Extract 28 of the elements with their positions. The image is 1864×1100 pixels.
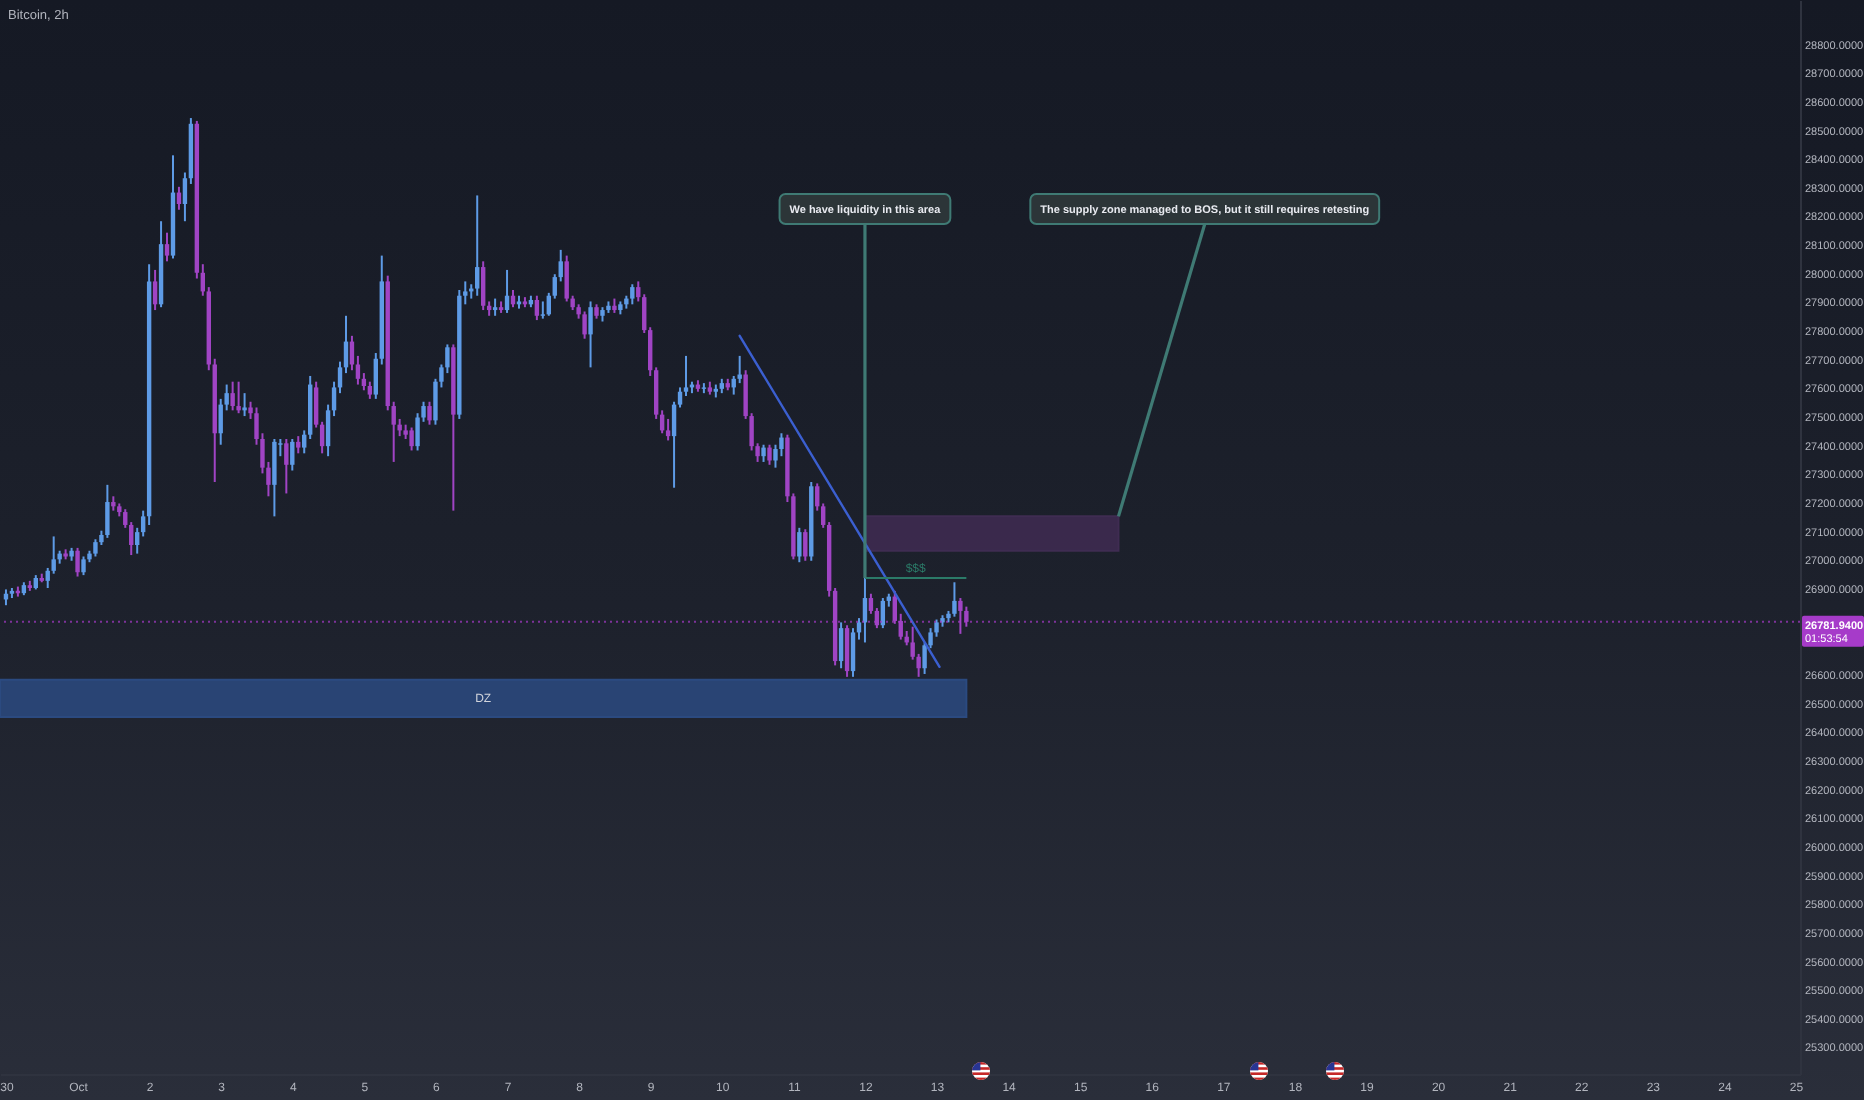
- candlestick: [272, 438, 277, 518]
- candlestick: [164, 231, 170, 263]
- candlestick: [475, 194, 480, 297]
- candlestick: [480, 260, 486, 312]
- candlestick: [152, 268, 158, 312]
- candlestick: [838, 621, 844, 670]
- candlestick: [767, 443, 772, 466]
- candlestick: [588, 300, 593, 369]
- candlestick: [236, 380, 241, 415]
- candlestick: [105, 483, 110, 539]
- candlestick: [582, 310, 587, 340]
- candlestick: [803, 528, 808, 562]
- candlestick: [844, 624, 850, 678]
- candlestick: [797, 526, 802, 564]
- candlestick: [665, 417, 671, 442]
- candlestick: [630, 283, 635, 306]
- candlestick: [409, 426, 414, 452]
- candlestick: [242, 392, 247, 418]
- candlestick: [81, 555, 86, 577]
- candlestick: [290, 438, 295, 472]
- candlestick: [540, 300, 546, 320]
- candlestick: [427, 400, 432, 426]
- candlestick: [284, 438, 289, 495]
- candlestick: [952, 581, 957, 618]
- candlestick: [534, 294, 540, 322]
- candlestick: [230, 380, 235, 412]
- candlestick: [564, 254, 569, 303]
- candlestick: [75, 546, 80, 578]
